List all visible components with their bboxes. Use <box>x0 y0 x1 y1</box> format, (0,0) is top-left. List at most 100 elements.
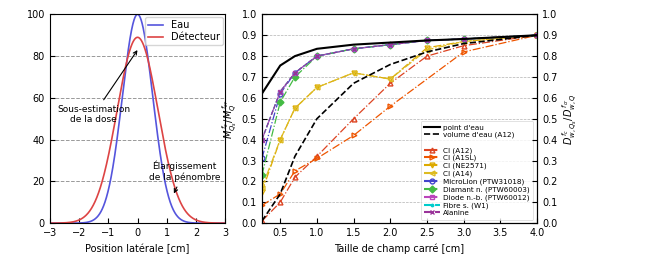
Fibre s. (W1) <box>276 90 284 93</box>
X-axis label: Taille de champ carré [cm]: Taille de champ carré [cm] <box>334 244 465 254</box>
Line: CI (A1SL): CI (A1SL) <box>259 33 540 208</box>
volume d'eau (A12) <box>459 42 467 45</box>
Détecteur <box>148 76 156 80</box>
Line: Alanine: Alanine <box>259 33 540 142</box>
Diamant n. (PTW60003) <box>387 43 394 46</box>
MicroLion (PTW31018) <box>423 39 431 42</box>
CI (A14) <box>387 78 394 81</box>
CI (A1SL) <box>291 169 299 173</box>
Line: MicroLion (PTW31018): MicroLion (PTW31018) <box>259 33 540 161</box>
Text: Sous-estimation
de la dose: Sous-estimation de la dose <box>57 51 137 124</box>
Line: Fibre s. (W1): Fibre s. (W1) <box>259 33 540 142</box>
Line: Diode n.-b. (PTW60012): Diode n.-b. (PTW60012) <box>259 33 540 142</box>
volume d'eau (A12) <box>387 63 394 66</box>
Eau <box>158 163 166 166</box>
MicroLion (PTW31018) <box>459 37 467 40</box>
Diode n.-b. (PTW60012) <box>313 55 321 58</box>
Eau <box>133 13 141 16</box>
Line: CI (NE2571): CI (NE2571) <box>259 33 540 194</box>
CI (NE2571) <box>349 71 357 74</box>
Eau <box>198 222 206 225</box>
point d'eau <box>313 47 321 50</box>
Eau <box>56 222 64 225</box>
CI (A12) <box>349 117 357 120</box>
CI (NE2571) <box>276 138 284 141</box>
MicroLion (PTW31018) <box>291 71 299 74</box>
CI (NE2571) <box>423 46 431 49</box>
volume d'eau (A12) <box>423 50 431 54</box>
MicroLion (PTW31018) <box>349 47 357 50</box>
CI (A1SL) <box>349 134 357 137</box>
volume d'eau (A12) <box>276 192 284 195</box>
CI (A12) <box>387 82 394 85</box>
CI (A14) <box>459 40 467 43</box>
Diamant n. (PTW60003) <box>291 75 299 79</box>
MicroLion (PTW31018) <box>387 43 394 46</box>
Eau <box>221 222 229 225</box>
Line: Eau: Eau <box>50 14 225 223</box>
CI (A1SL) <box>258 204 266 207</box>
point d'eau <box>423 39 431 42</box>
CI (A12) <box>313 155 321 158</box>
Eau <box>148 88 156 91</box>
CI (NE2571) <box>291 107 299 110</box>
Text: Élargissement
de la pénombre: Élargissement de la pénombre <box>149 160 220 192</box>
Line: point d'eau: point d'eau <box>262 35 537 94</box>
CI (A1SL) <box>459 50 467 54</box>
CI (A14) <box>349 71 357 74</box>
Alanine <box>459 37 467 40</box>
CI (A14) <box>276 138 284 141</box>
Line: volume d'eau (A12): volume d'eau (A12) <box>262 35 537 221</box>
Détecteur <box>198 220 206 223</box>
Eau <box>46 222 54 225</box>
Line: CI (A14): CI (A14) <box>259 33 540 190</box>
point d'eau <box>533 34 541 37</box>
Legend: point d'eau, volume d'eau (A12),  , CI (A12), CI (A1SL), CI (NE2571), CI (A14), : point d'eau, volume d'eau (A12), , CI (A… <box>421 121 534 220</box>
Détecteur <box>46 222 54 225</box>
Fibre s. (W1) <box>349 47 357 50</box>
Fibre s. (W1) <box>313 55 321 58</box>
volume d'eau (A12) <box>349 82 357 85</box>
Fibre s. (W1) <box>258 138 266 141</box>
Fibre s. (W1) <box>291 71 299 74</box>
CI (A12) <box>276 201 284 204</box>
Détecteur <box>56 221 64 224</box>
Alanine <box>276 90 284 93</box>
CI (A1SL) <box>276 192 284 195</box>
point d'eau <box>387 41 394 44</box>
Alanine <box>313 55 321 58</box>
point d'eau <box>291 55 299 58</box>
CI (NE2571) <box>387 78 394 81</box>
CI (A12) <box>291 176 299 179</box>
CI (NE2571) <box>533 34 541 37</box>
Diamant n. (PTW60003) <box>276 100 284 104</box>
Diode n.-b. (PTW60012) <box>258 138 266 141</box>
Alanine <box>533 34 541 37</box>
Alanine <box>258 138 266 141</box>
CI (A14) <box>258 186 266 189</box>
point d'eau <box>349 43 357 46</box>
CI (A1SL) <box>533 34 541 37</box>
MicroLion (PTW31018) <box>276 92 284 95</box>
Diamant n. (PTW60003) <box>349 47 357 50</box>
Diamant n. (PTW60003) <box>423 39 431 42</box>
Alanine <box>423 39 431 42</box>
Line: Détecteur: Détecteur <box>50 37 225 223</box>
CI (A14) <box>533 34 541 37</box>
Diamant n. (PTW60003) <box>533 34 541 37</box>
Détecteur <box>179 206 187 209</box>
Fibre s. (W1) <box>423 39 431 42</box>
Alanine <box>291 71 299 74</box>
Détecteur <box>158 129 166 133</box>
Diamant n. (PTW60003) <box>459 37 467 40</box>
Fibre s. (W1) <box>533 34 541 37</box>
CI (A14) <box>313 86 321 89</box>
Diode n.-b. (PTW60012) <box>387 43 394 46</box>
CI (A12) <box>258 220 266 223</box>
Y-axis label: $M_{Q_s}^{\,f_c} / M_Q^{\,f_{cr}}$: $M_{Q_s}^{\,f_c} / M_Q^{\,f_{cr}}$ <box>220 99 239 139</box>
point d'eau <box>276 64 284 67</box>
Diode n.-b. (PTW60012) <box>276 90 284 93</box>
point d'eau <box>258 92 266 95</box>
volume d'eau (A12) <box>313 117 321 120</box>
Détecteur <box>152 101 160 104</box>
